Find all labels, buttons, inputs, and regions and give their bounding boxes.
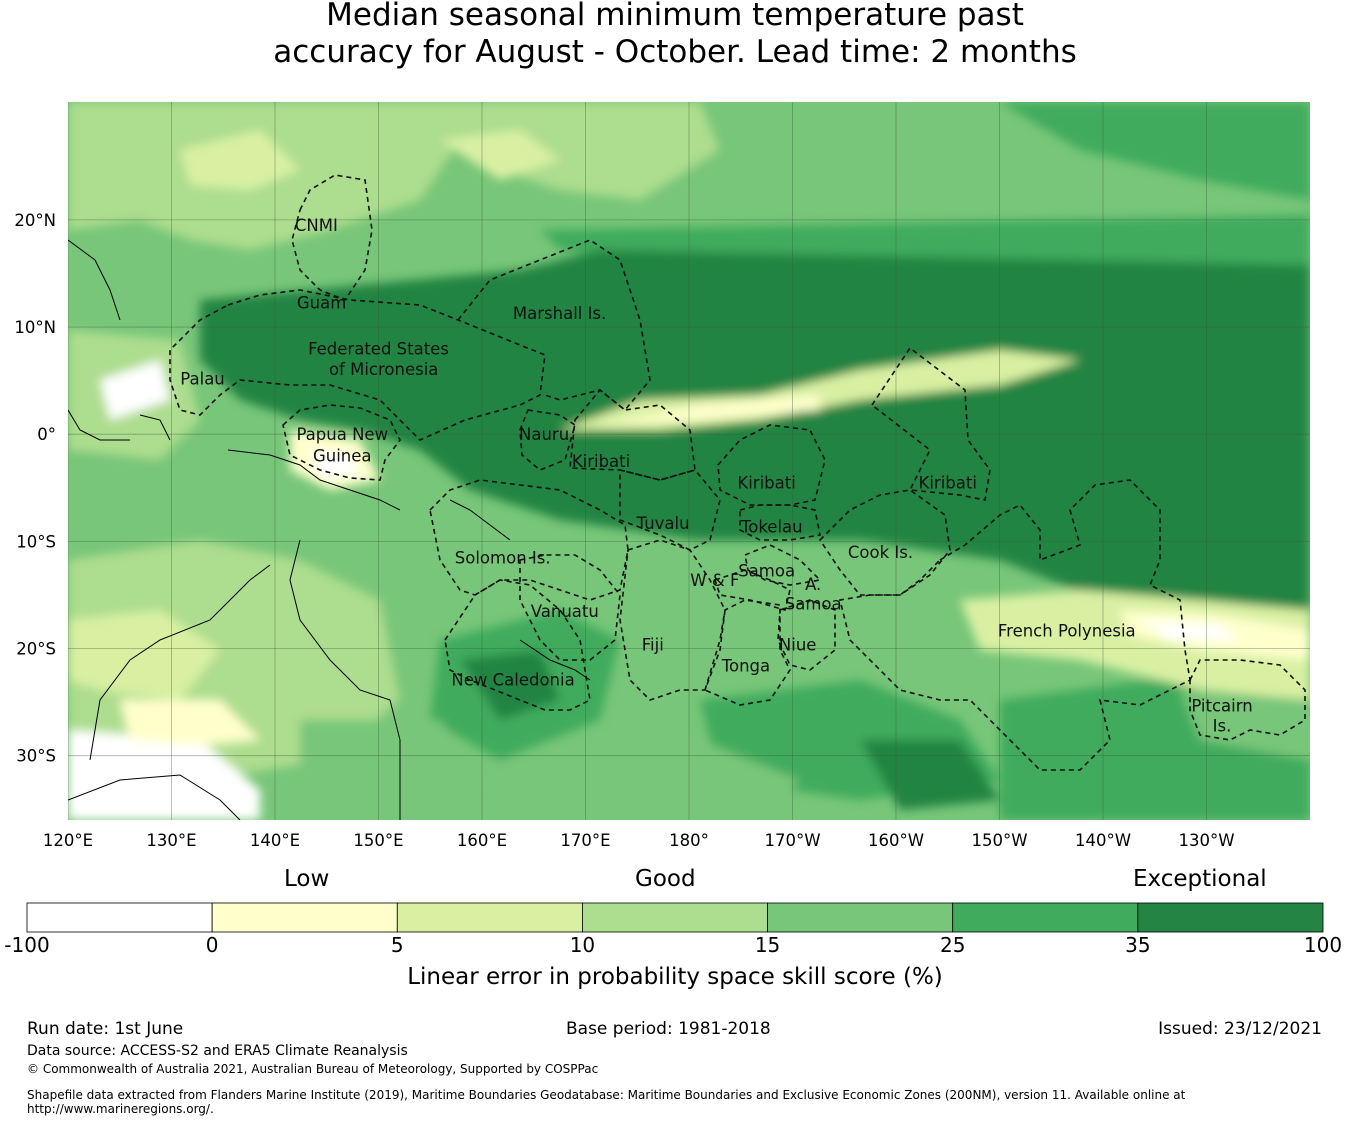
chart-title-line-2: accuracy for August - October. Lead time… [273, 34, 1077, 70]
latitude-tick-label: 10°S [16, 532, 56, 551]
latitude-tick-label: 20°N [14, 211, 56, 230]
eez-boundaries [169, 174, 1306, 771]
run-date: Run date: 1st June [27, 1019, 184, 1039]
region-label: Palau [180, 369, 224, 388]
colorbar-tick: 100 [1303, 933, 1343, 957]
latitude-tick-label: 0° [37, 425, 56, 444]
colorbar-bin [767, 902, 954, 933]
legend-exceptional-label: Exceptional [1133, 866, 1267, 892]
colorbar-bin [396, 902, 583, 933]
region-label: Pitcairn [1191, 696, 1252, 715]
data-source: Data source: ACCESS-S2 and ERA5 Climate … [27, 1043, 408, 1059]
longitude-tick-label: 140°W [1075, 831, 1131, 850]
colorbar [26, 902, 1324, 933]
colorbar-tick: 10 [569, 933, 596, 957]
region-label: W & F [690, 571, 739, 590]
colorbar-tick: 0 [205, 933, 219, 957]
region-label: A. [805, 575, 821, 594]
longitude-tick-labels: 120°E 130°E 140°E 150°E 160°E 170°E 180° 170°W 1… [43, 831, 1235, 850]
colorbar-tick: -100 [4, 933, 50, 957]
region-label: Guinea [313, 447, 372, 466]
longitude-tick-label: 160°W [868, 831, 924, 850]
longitude-tick-label: 120°E [43, 831, 93, 850]
colorbar-bin [952, 902, 1139, 933]
shapefile-credit: Shapefile data extracted from Flanders M… [27, 1088, 1227, 1116]
region-label: French Polynesia [998, 621, 1136, 640]
legend-low-label: Low [284, 866, 330, 892]
skill-field [68, 102, 1310, 820]
longitude-tick-label: 140°E [250, 831, 300, 850]
region-label: CNMI [295, 216, 338, 235]
region-label: Tonga [721, 657, 770, 676]
region-label: New Caledonia [451, 671, 574, 690]
latitude-tick-label: 30°S [16, 747, 56, 766]
chart-title-line-1: Median seasonal minimum temperature past [326, 0, 1024, 33]
region-label: Guam [297, 293, 346, 312]
longitude-tick-label: 180° [669, 831, 709, 850]
region-label: Kiribati [919, 473, 977, 492]
latitude-tick-labels: 20°N 10°N 0° 10°S 20°S 30°S [14, 211, 56, 766]
shapefile-credit-line-2: http://www.marineregions.org/. [27, 1102, 214, 1116]
base-period: Base period: 1981-2018 [566, 1019, 771, 1039]
region-label: Solomon Is. [455, 548, 551, 567]
region-label: Cook Is. [848, 543, 913, 562]
colorbar-bin [211, 902, 398, 933]
region-label: Nauru [519, 425, 569, 444]
longitude-tick-label: 150°W [971, 831, 1027, 850]
legend-good-label: Good [635, 866, 696, 892]
region-label: Samoa [738, 561, 795, 580]
colorbar-title: Linear error in probability space skill … [407, 964, 943, 990]
copyright: © Commonwealth of Australia 2021, Austra… [27, 1062, 599, 1076]
longitude-tick-label: 130°W [1178, 831, 1234, 850]
region-labels: CNMI Guam Marshall Is. Federated States of M… [180, 216, 1252, 735]
issued-date: Issued: 23/12/2021 [1158, 1019, 1322, 1039]
region-label: Vanuatu [531, 602, 599, 621]
region-label: Is. [1213, 717, 1232, 736]
longitude-tick-label: 150°E [353, 831, 403, 850]
longitude-tick-label: 160°E [457, 831, 507, 850]
colorbar-tick: 25 [939, 933, 966, 957]
region-label: Marshall Is. [513, 304, 606, 323]
region-label: Tuvalu [636, 514, 690, 533]
region-label: Federated States [308, 339, 449, 358]
longitude-tick-label: 130°E [146, 831, 196, 850]
gridlines [68, 102, 1310, 820]
region-label: Kiribati [572, 452, 630, 471]
colorbar-bin [26, 902, 213, 933]
region-label: Samoa [785, 595, 842, 614]
coastlines [68, 239, 591, 820]
region-label: Papua New [296, 425, 388, 444]
region-label: Kiribati [737, 473, 795, 492]
shapefile-credit-line-1: Shapefile data extracted from Flanders M… [27, 1088, 1186, 1102]
colorbar-bin [582, 902, 768, 933]
region-label: Tokelau [740, 517, 803, 536]
colorbar-bin [1137, 902, 1324, 933]
colorbar-tick: 5 [390, 933, 404, 957]
region-label: of Micronesia [329, 360, 438, 379]
colorbar-tick: 35 [1125, 933, 1151, 957]
colorbar-tick: 15 [754, 933, 781, 957]
region-label: Niue [779, 635, 817, 654]
region-label: Fiji [642, 635, 664, 654]
longitude-tick-label: 170°E [560, 831, 610, 850]
latitude-tick-label: 20°S [16, 640, 56, 659]
longitude-tick-label: 170°W [764, 831, 820, 850]
latitude-tick-label: 10°N [14, 318, 56, 337]
